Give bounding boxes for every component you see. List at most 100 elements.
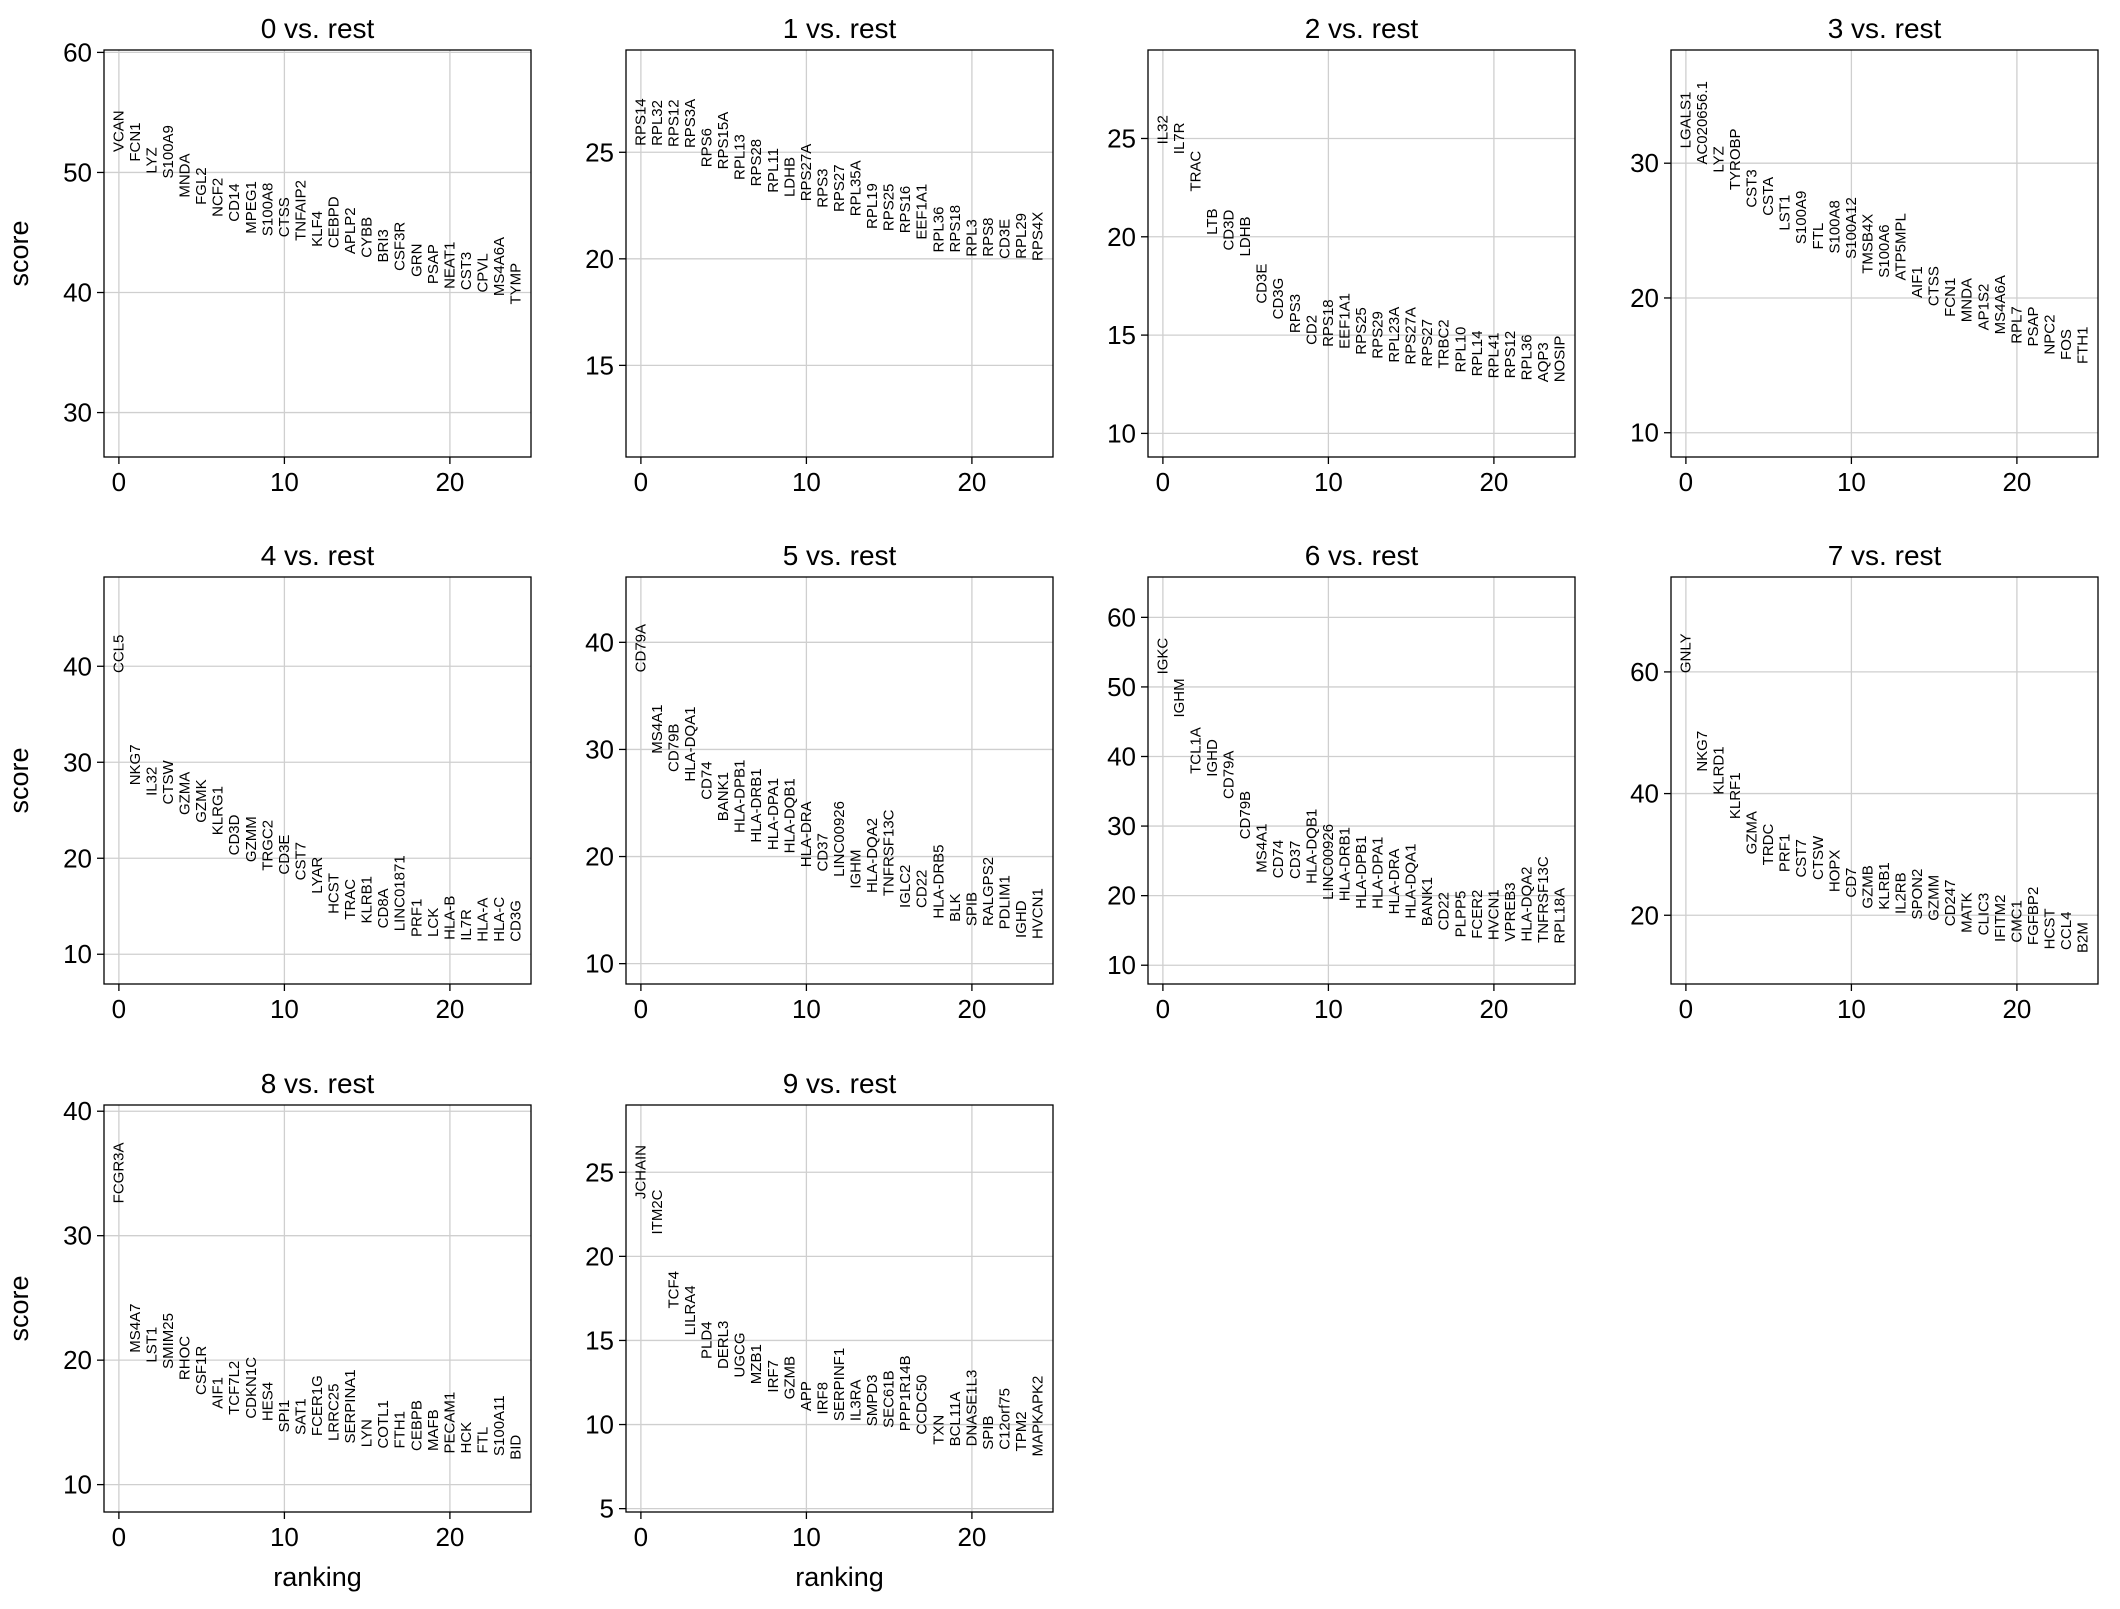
gene-label: HES4 bbox=[259, 1382, 276, 1421]
gene-label: AIF1 bbox=[1909, 266, 1926, 298]
gene-label: RPS27A bbox=[798, 144, 815, 202]
gene-label: MS4A6A bbox=[1992, 275, 2009, 334]
gene-label: HLA-DPA1 bbox=[1370, 837, 1387, 909]
gene-label: CCL5 bbox=[110, 635, 127, 673]
gene-label: PSAP bbox=[2025, 306, 2042, 346]
x-tick-label: 20 bbox=[435, 994, 464, 1024]
gene-label: CD247 bbox=[1942, 880, 1959, 927]
gene-label: RPL36 bbox=[930, 207, 947, 253]
gene-label: FOS bbox=[2058, 329, 2075, 360]
gene-label: SMIM25 bbox=[160, 1313, 177, 1369]
x-tick-label: 0 bbox=[634, 994, 648, 1024]
gene-label: BRI3 bbox=[375, 229, 392, 262]
gene-label: FTL bbox=[1810, 223, 1827, 250]
gene-label: CTSW bbox=[1810, 835, 1827, 880]
gene-label: TRDC bbox=[1760, 824, 1777, 866]
gene-label: IL32 bbox=[1154, 115, 1171, 144]
y-tick-label: 30 bbox=[1107, 811, 1136, 841]
panel-title: 7 vs. rest bbox=[1828, 540, 1942, 571]
gene-label: PDLIM1 bbox=[997, 875, 1014, 929]
gene-label: RPS27 bbox=[1419, 319, 1436, 367]
gene-label: NKG7 bbox=[1694, 731, 1711, 772]
y-tick-label: 15 bbox=[585, 350, 614, 380]
y-tick-label: 20 bbox=[63, 843, 92, 873]
gene-label: TRAC bbox=[1187, 151, 1204, 192]
y-tick-label: 25 bbox=[1107, 123, 1136, 153]
x-tick-label: 20 bbox=[435, 1522, 464, 1552]
gene-label: UGCG bbox=[732, 1332, 749, 1377]
y-tick-label: 15 bbox=[585, 1325, 614, 1355]
panel-title: 9 vs. rest bbox=[783, 1068, 897, 1099]
x-tick-label: 0 bbox=[634, 467, 648, 497]
gene-label: GZMK bbox=[193, 779, 210, 822]
gene-label: SERPINF1 bbox=[831, 1348, 848, 1421]
gene-label: FGL2 bbox=[193, 167, 210, 205]
axes-frame bbox=[1147, 576, 1576, 985]
y-tick-label: 30 bbox=[585, 734, 614, 764]
gene-label: GNLY bbox=[1677, 633, 1694, 673]
gene-label: RPS18 bbox=[1320, 299, 1337, 347]
gene-label: TRBC2 bbox=[1436, 319, 1453, 368]
x-tick-label: 20 bbox=[1479, 994, 1508, 1024]
x-tick-label: 20 bbox=[957, 994, 986, 1024]
y-tick-label: 20 bbox=[63, 1345, 92, 1375]
gene-label: LYZ bbox=[1710, 146, 1727, 172]
gene-label: MS4A7 bbox=[127, 1303, 144, 1352]
gene-label: KLRG1 bbox=[210, 786, 227, 835]
x-tick-label: 0 bbox=[634, 1522, 648, 1552]
gene-label: AQP3 bbox=[1535, 342, 1552, 382]
gene-label: CSTA bbox=[1760, 177, 1777, 216]
gene-label: IGHD bbox=[1204, 739, 1221, 777]
gene-label: CST7 bbox=[292, 842, 309, 880]
x-tick-label: 0 bbox=[1156, 994, 1170, 1024]
y-tick-label: 40 bbox=[63, 1096, 92, 1126]
x-tick-label: 20 bbox=[957, 467, 986, 497]
gene-label: PSAP bbox=[425, 244, 442, 284]
y-tick-label: 10 bbox=[63, 1470, 92, 1500]
gene-label: CD3E bbox=[997, 219, 1014, 259]
gene-label: MNDA bbox=[1959, 278, 1976, 322]
gene-label: CD14 bbox=[226, 183, 243, 221]
gene-label: CTSW bbox=[160, 759, 177, 804]
gene-label: IL2RB bbox=[1893, 872, 1910, 914]
gene-label: LDHB bbox=[781, 157, 798, 197]
gene-label: RPS16 bbox=[897, 186, 914, 234]
gene-label: C12orf75 bbox=[997, 1388, 1014, 1450]
axes-frame bbox=[1147, 49, 1576, 458]
gene-label: GZMB bbox=[781, 1356, 798, 1399]
gene-label: FTH1 bbox=[392, 1411, 409, 1449]
gene-label: CCDC50 bbox=[914, 1375, 931, 1435]
gene-label: RPS27 bbox=[831, 164, 848, 212]
y-tick-label: 60 bbox=[63, 37, 92, 67]
x-tick-label: 10 bbox=[1837, 994, 1866, 1024]
gene-label: COTL1 bbox=[375, 1400, 392, 1448]
gene-label: RPL35A bbox=[848, 160, 865, 216]
gene-label: RPS14 bbox=[632, 98, 649, 146]
gene-label: CD7 bbox=[1843, 868, 1860, 898]
gene-label: RPS3A bbox=[682, 99, 699, 148]
y-tick-label: 20 bbox=[1630, 900, 1659, 930]
gene-label: TXN bbox=[930, 1415, 947, 1445]
y-tick-label: 10 bbox=[63, 939, 92, 969]
gene-label: CD37 bbox=[814, 833, 831, 871]
gene-label: FCER1G bbox=[309, 1375, 326, 1436]
gene-label: LINC01871 bbox=[392, 855, 409, 931]
gene-label: MPEG1 bbox=[243, 181, 260, 234]
x-tick-label: 0 bbox=[112, 994, 126, 1024]
gene-label: SEC61B bbox=[881, 1370, 898, 1428]
gene-label: RALGPS2 bbox=[980, 857, 997, 926]
gene-label: IL3RA bbox=[848, 1379, 865, 1421]
x-tick-label: 10 bbox=[1314, 994, 1343, 1024]
y-tick-label: 20 bbox=[1630, 283, 1659, 313]
gene-label: SMPD3 bbox=[864, 1375, 881, 1427]
gene-label: DNASE1L3 bbox=[963, 1370, 980, 1447]
gene-label: RPL11 bbox=[765, 148, 782, 193]
gene-label: SPIB bbox=[963, 892, 980, 926]
gene-label: LDHB bbox=[1237, 216, 1254, 256]
y-tick-label: 30 bbox=[63, 398, 92, 428]
gene-label: TNFRSF13C bbox=[881, 809, 898, 896]
gene-label: IRF7 bbox=[765, 1360, 782, 1393]
gene-label: S100A8 bbox=[259, 183, 276, 236]
x-tick-label: 20 bbox=[2002, 467, 2031, 497]
